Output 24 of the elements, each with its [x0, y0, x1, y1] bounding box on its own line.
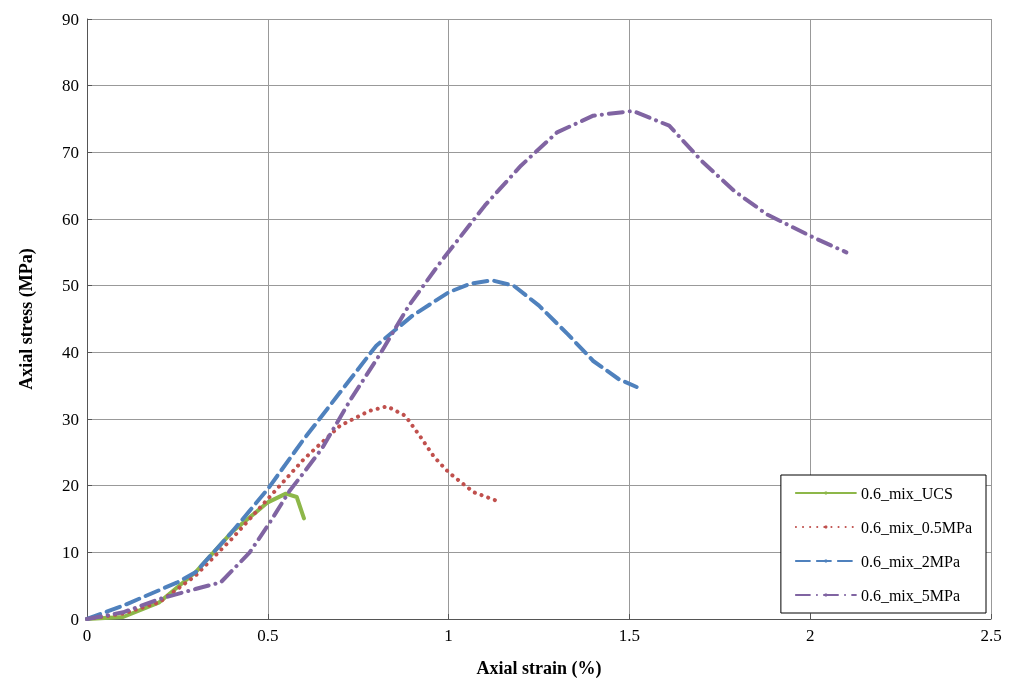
y-tick-label: 0: [70, 609, 79, 629]
y-tick-label: 10: [62, 542, 79, 562]
y-axis-title: Axial stress (MPa): [16, 248, 37, 390]
x-tick-label: 0: [82, 626, 92, 645]
x-tick-label: 1.5: [618, 626, 641, 645]
legend-label: 0.6_mix_UCS: [860, 484, 953, 502]
x-tick-label: 2.5: [980, 626, 1002, 645]
y-tick-label: 70: [62, 142, 79, 162]
y-tick-label: 50: [62, 276, 79, 296]
legend-label: 0.6_mix_2MPa: [860, 552, 961, 570]
x-tick-label: 1: [444, 626, 453, 645]
line-series: [85, 404, 498, 621]
y-tick-label: 40: [62, 342, 79, 362]
legend-label: 0.6_mix_5MPa: [860, 586, 961, 604]
y-tick-label: 20: [62, 476, 79, 496]
y-tick-label: 60: [62, 209, 79, 229]
y-tick-label: 30: [62, 409, 79, 429]
x-tick-label: 2: [805, 626, 815, 645]
legend-label: 0.6_mix_0.5MPa: [860, 518, 973, 536]
y-tick-label: 90: [62, 9, 79, 29]
x-axis-title: Axial strain (%): [476, 658, 602, 679]
line-series: [85, 109, 849, 621]
x-tick-label: 0.5: [257, 626, 279, 645]
y-tick-label: 80: [62, 76, 79, 96]
